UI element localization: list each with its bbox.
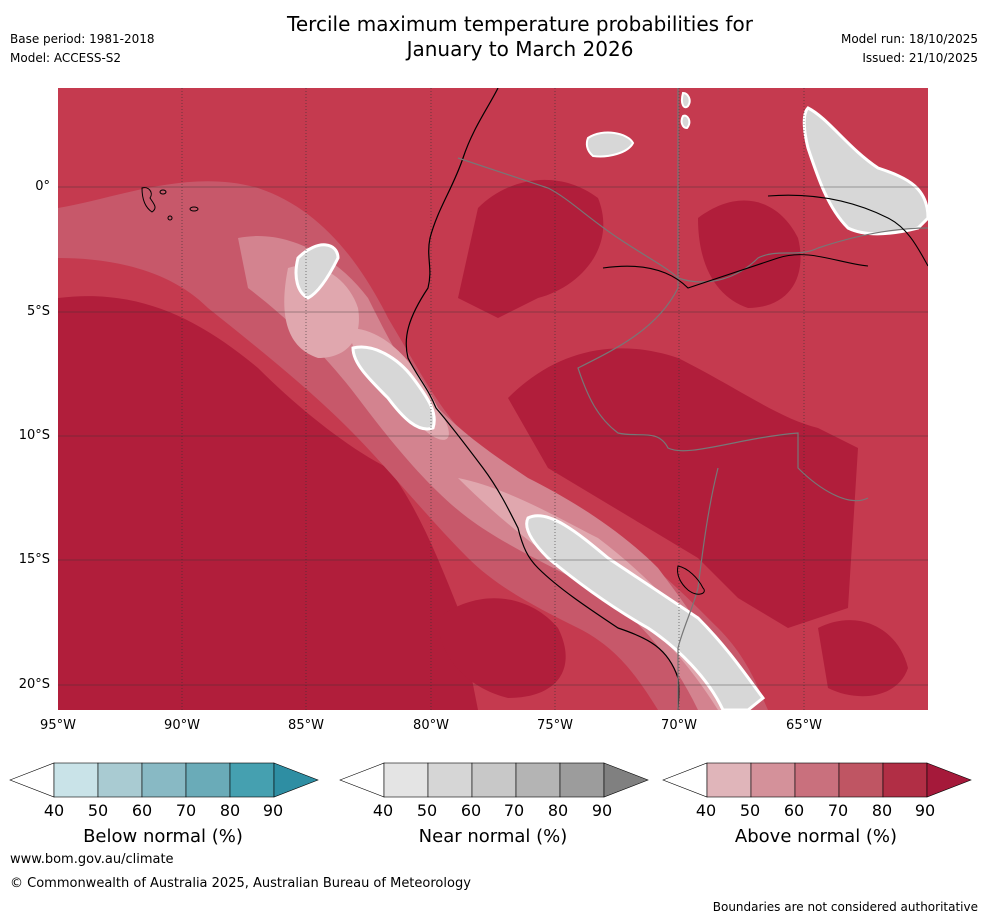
near-legend-swatch [427,762,473,798]
lat-label-20s: 20°S [18,677,50,692]
near-normal-area-1 [294,243,340,300]
near-legend-swatch [471,762,517,798]
above-legend-swatch [794,762,840,798]
amazon-high-prob-region [698,200,801,308]
near-tick: 50 [416,801,438,820]
southeast-high-prob-region [818,620,908,697]
near-normal-area-2 [351,345,436,431]
above-tick: 50 [739,801,761,820]
near-legend-title: Near normal (%) [418,826,568,847]
lat-label-5s: 5°S [26,304,50,319]
below-legend-title: Below normal (%) [83,826,243,847]
footer-disclaimer: Boundaries are not considered authoritat… [712,900,978,914]
lake-titicaca [677,565,705,595]
lat-label-15s: 15°S [18,552,50,567]
probability-map [58,88,928,710]
below-tick: 70 [175,801,197,820]
near-normal-area-3 [525,514,766,710]
lon-label-75w: 75°W [537,718,573,733]
above-tick: 60 [783,801,805,820]
title-line-1: Tercile maximum temperature probabilitie… [287,12,753,36]
near-normal-area-5 [585,131,635,158]
above-tick: 70 [827,801,849,820]
footer-copyright: © Commonwealth of Australia 2025, Austra… [10,876,471,891]
near-tick: 70 [503,801,525,820]
issued-date: Issued: 21/10/2025 [862,51,978,65]
island-4 [167,215,173,221]
near-legend-right-arrow [603,762,649,798]
near-tick: 60 [460,801,482,820]
footer-url: www.bom.gov.au/climate [10,852,174,867]
below-legend-swatch [141,762,187,798]
below-tick: 50 [87,801,109,820]
title-line-2: January to March 2026 [406,37,634,61]
below-legend-swatch [97,762,143,798]
model-run: Model run: 18/10/2025 [840,32,978,46]
land-high-prob-region [508,348,858,628]
map-title: Tercile maximum temperature probabilitie… [0,12,988,62]
northern-high-prob-region [458,179,604,318]
lat-label-0: 0° [35,179,50,194]
below-legend-right-arrow [273,762,319,798]
above-legend-swatch [750,762,796,798]
lon-label-80w: 80°W [413,718,449,733]
below-legend-swatch [53,762,99,798]
below-tick: 40 [43,801,65,820]
near-normal-area-4 [802,106,928,236]
model-name: Model: ACCESS-S2 [10,51,122,65]
island-2 [159,189,167,195]
near-legend-swatch [383,762,429,798]
near-tick: 80 [547,801,569,820]
above-legend-left-arrow [662,762,708,798]
near-normal-area-6 [680,91,691,130]
island-1 [141,187,156,213]
near-tick: 90 [591,801,613,820]
above-legend-swatch [838,762,884,798]
galapagos-islands [141,187,199,221]
lon-label-65w: 65°W [786,718,822,733]
lon-label-95w: 95°W [40,718,76,733]
lon-label-70w: 70°W [661,718,697,733]
near-legend-swatch [515,762,561,798]
base-period: Base period: 1981-2018 [10,32,155,46]
below-legend-swatch [185,762,231,798]
above-tick: 90 [914,801,936,820]
border-south [677,467,719,710]
near-tick: 40 [372,801,394,820]
ocean-high-prob-region [58,296,478,710]
above-legend-right-arrow [926,762,972,798]
parallels [58,186,928,686]
above-tick: 80 [871,801,893,820]
south-ocean-high-prob-region [438,598,566,698]
below-legend-left-arrow [9,762,55,798]
above-legend-title: Above normal (%) [734,826,898,847]
below-tick: 80 [219,801,241,820]
above-legend-swatch [882,762,928,798]
lon-label-85w: 85°W [288,718,324,733]
above-legend-swatch [706,762,752,798]
near-legend-swatch [559,762,605,798]
below-legend-swatch [229,762,275,798]
below-tick: 60 [131,801,153,820]
island-3 [189,206,199,212]
lat-label-10s: 10°S [18,428,50,443]
coastline [405,88,680,710]
below-tick: 90 [262,801,284,820]
border-interior [577,88,869,502]
near-legend-left-arrow [339,762,385,798]
lon-label-90w: 90°W [164,718,200,733]
amazon-river [602,194,928,289]
above-tick: 40 [695,801,717,820]
legend-colorbars [9,762,972,798]
